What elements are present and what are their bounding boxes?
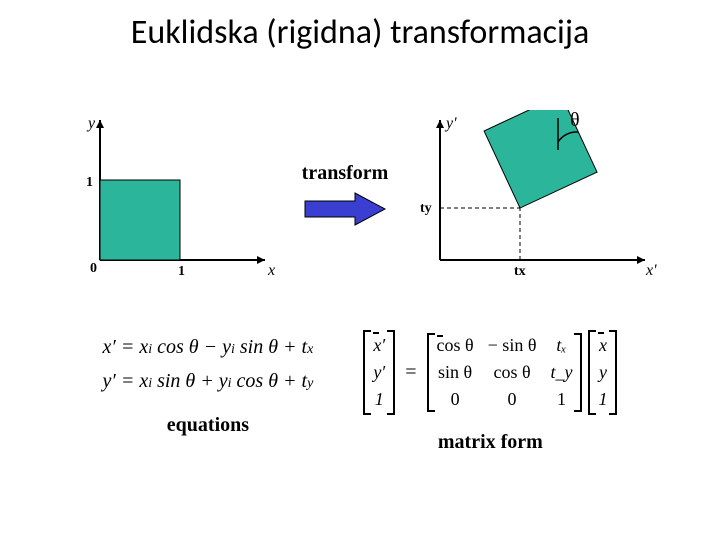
matrix-form: x′ y′ 1 = cos θ− sin θtₓ sin θcos θt_y 0… [363,330,617,454]
eq-line-2: y′ = xi sin θ + yi cos θ + ty [103,364,314,398]
matrix-caption: matrix form [438,431,543,454]
page-title: Euklidska (rigidna) transformacija [0,12,720,53]
left-plot: 0 1 1 x y [60,110,280,280]
theta-label: θ [570,110,580,131]
lhs-vector: x′ y′ 1 [363,330,395,415]
tick-1y: 1 [86,175,93,190]
ty-label: ty [420,201,432,216]
y-axis-label: y [86,115,96,132]
tick-0: 0 [90,261,97,276]
yprime-axis-label: y' [444,115,457,132]
rhs-vector: x y 1 [588,330,617,415]
eq-line-1: x′ = xi cos θ − yi sin θ + tx [103,330,314,364]
arrow-icon [300,189,390,229]
tx-label: tx [514,264,526,279]
equations-caption: equations [167,414,249,437]
diagram-row: 0 1 1 x y transform [40,100,680,290]
xprime-axis-label: x' [645,262,657,279]
scalar-equations: x′ = xi cos θ − yi sin θ + tx y′ = xi si… [103,330,314,454]
equals-sign: = [401,361,420,384]
transform-arrow-group: transform [290,162,400,229]
x-axis-label: x [267,262,275,279]
transform-label: transform [302,162,389,185]
tick-1x: 1 [178,264,185,279]
equations-row: x′ = xi cos θ − yi sin θ + tx y′ = xi si… [0,330,720,454]
transform-matrix: cos θ− sin θtₓ sin θcos θt_y 001 [427,333,583,412]
right-plot: θ ty tx x' y' [410,110,660,280]
